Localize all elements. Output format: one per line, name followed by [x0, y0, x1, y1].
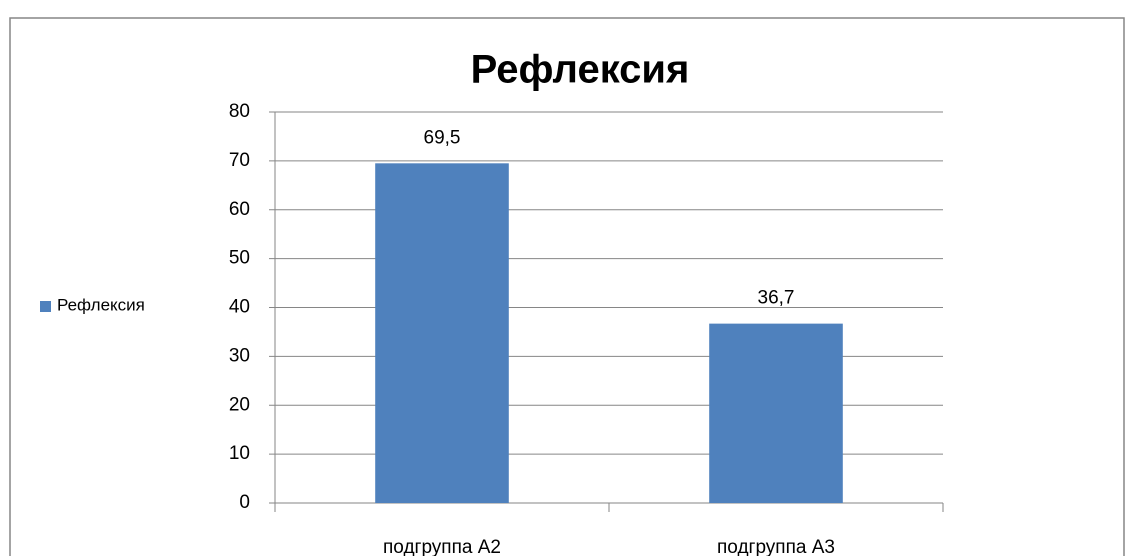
data-label: 69,5: [424, 127, 461, 148]
y-tick-label: 30: [229, 345, 250, 366]
bar: [375, 163, 509, 503]
y-tick-label: 0: [239, 492, 250, 513]
y-tick-label: 60: [229, 199, 250, 220]
legend-label: Рефлексия: [57, 295, 145, 314]
chart-title: Рефлексия: [471, 48, 690, 92]
y-tick-label: 50: [229, 248, 250, 269]
chart-border: [9, 17, 1125, 556]
y-tick-label: 20: [229, 394, 250, 415]
data-label: 36,7: [758, 288, 795, 309]
y-tick-label: 70: [229, 150, 250, 171]
y-tick-label: 80: [229, 101, 250, 122]
y-tick-label: 40: [229, 297, 250, 318]
x-tick-label: подгруппа А2: [383, 537, 501, 556]
y-tick-label: 10: [229, 443, 250, 464]
legend-swatch: [40, 301, 51, 312]
x-tick-label: подгруппа А3: [717, 537, 835, 556]
bar: [709, 323, 843, 503]
